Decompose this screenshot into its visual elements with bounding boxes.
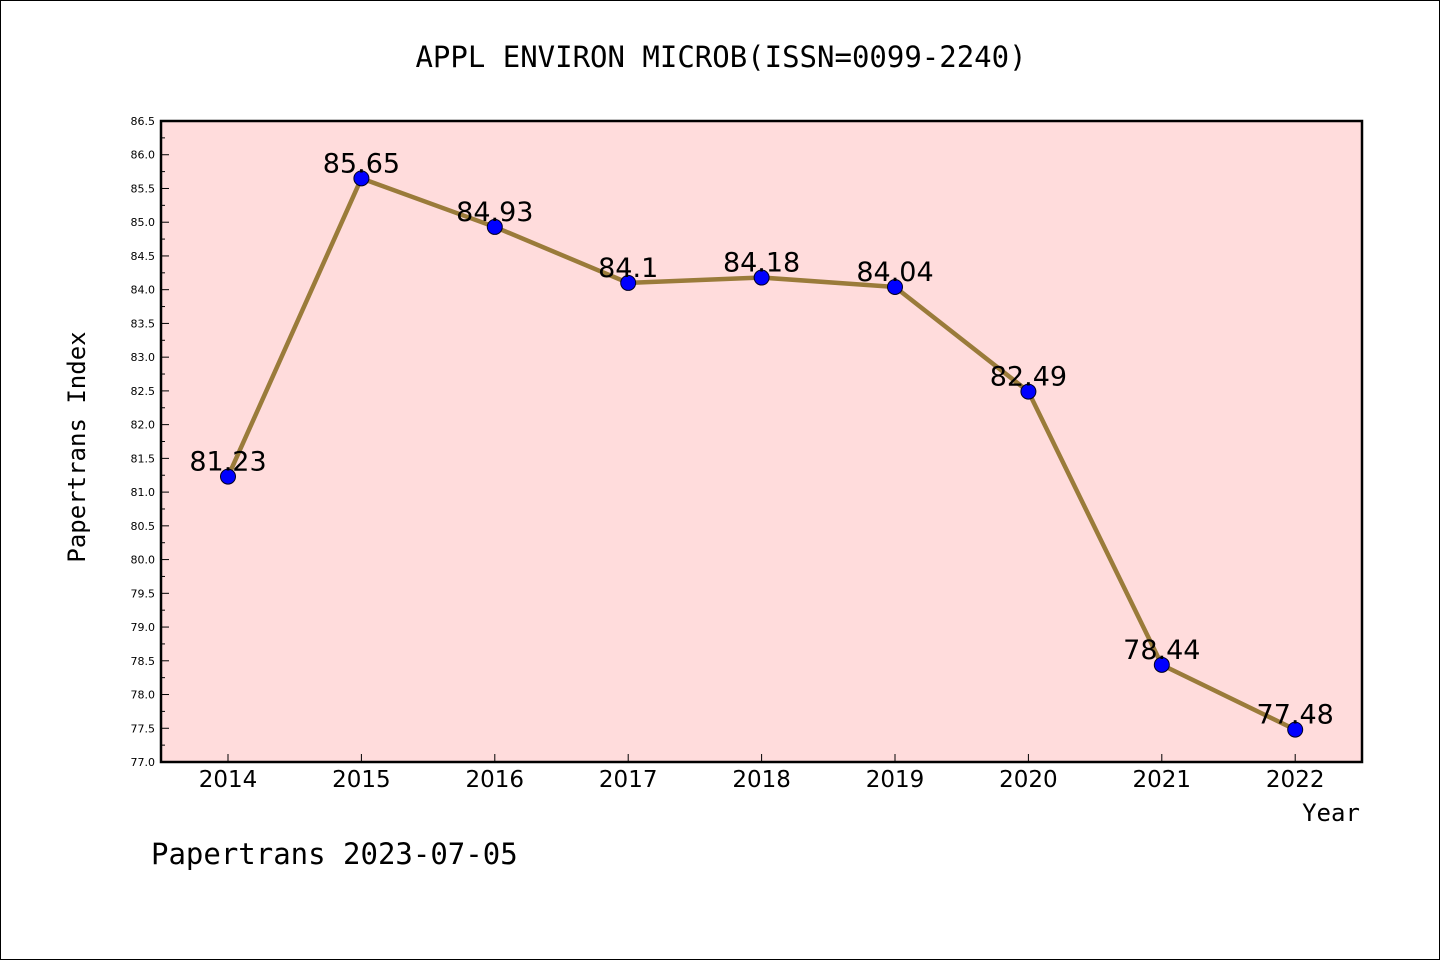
data-point bbox=[220, 468, 236, 485]
y-tick-label: 78.5 bbox=[131, 655, 156, 668]
data-label: 81.23 bbox=[189, 447, 266, 478]
footer-text: Papertrans 2023-07-05 bbox=[151, 837, 518, 871]
y-tick-label: 77.0 bbox=[131, 756, 156, 769]
x-tick-label: 2018 bbox=[732, 767, 791, 793]
x-axis: 2014 2015 2016 2017 2018 2019 2020 2021 2022 bbox=[199, 754, 1325, 793]
data-label: 85.65 bbox=[323, 148, 400, 179]
y-tick-label: 79.0 bbox=[131, 621, 156, 634]
x-tick-label: 2017 bbox=[599, 767, 658, 793]
data-label: 84.04 bbox=[856, 257, 933, 288]
data-label: 84.18 bbox=[723, 248, 800, 279]
data-labels-group: 81.23 85.65 84.93 84.1 84.18 84.04 82.49 78.44 7… bbox=[189, 148, 1333, 730]
data-point bbox=[486, 218, 503, 235]
y-tick-label: 79.5 bbox=[131, 587, 156, 600]
plot-border bbox=[159, 119, 1364, 764]
x-tick-label: 2016 bbox=[466, 767, 525, 793]
data-label: 77.48 bbox=[1257, 700, 1334, 731]
y-tick-label: 78.0 bbox=[131, 689, 156, 702]
data-label: 84.1 bbox=[598, 253, 658, 284]
data-point bbox=[887, 278, 903, 295]
y-tick-label: 84.0 bbox=[131, 284, 156, 297]
y-tick-label: 80.0 bbox=[131, 554, 156, 567]
data-label: 78.44 bbox=[1123, 635, 1200, 666]
y-tick-label: 86.0 bbox=[131, 149, 156, 162]
y-tick-label: 84.5 bbox=[131, 250, 156, 263]
x-tick-label: 2022 bbox=[1266, 767, 1325, 793]
x-tick-label: 2014 bbox=[199, 767, 258, 793]
y-tick-label: 81.0 bbox=[131, 486, 156, 499]
x-tick-label: 2015 bbox=[332, 767, 391, 793]
y-tick-label: 82.5 bbox=[131, 385, 156, 398]
plot-area bbox=[161, 121, 1362, 762]
y-tick-label: 80.5 bbox=[131, 520, 156, 533]
y-tick-label: 85.5 bbox=[131, 182, 156, 195]
x-axis-label: Year bbox=[1302, 799, 1360, 827]
data-label: 82.49 bbox=[990, 362, 1067, 393]
y-tick-label: 81.5 bbox=[131, 452, 156, 465]
chart-title: APPL ENVIRON MICROB(ISSN=0099-2240) bbox=[415, 40, 1026, 74]
data-point bbox=[353, 170, 370, 187]
data-point bbox=[1287, 721, 1304, 738]
y-axis: 77.0 77.5 78.0 78.5 79.0 79.5 80.0 80.5 81.0 81.5… bbox=[131, 115, 169, 769]
x-tick-label: 2021 bbox=[1133, 767, 1192, 793]
y-tick-label: 77.5 bbox=[131, 722, 156, 735]
y-tick-label: 86.5 bbox=[131, 115, 156, 128]
data-point bbox=[1020, 383, 1037, 400]
markers-group bbox=[220, 170, 1304, 738]
data-point bbox=[620, 274, 637, 291]
y-tick-label: 85.0 bbox=[131, 216, 156, 229]
y-axis-label: Papertrans Index bbox=[63, 331, 91, 562]
x-tick-label: 2020 bbox=[999, 767, 1058, 793]
y-tick-label: 82.0 bbox=[131, 419, 156, 432]
y-tick-label: 83.0 bbox=[131, 351, 156, 364]
x-tick-label: 2019 bbox=[866, 767, 925, 793]
data-point bbox=[753, 269, 770, 286]
data-label: 84.93 bbox=[456, 197, 533, 228]
y-tick-label: 83.5 bbox=[131, 317, 156, 330]
data-point bbox=[1153, 656, 1170, 673]
